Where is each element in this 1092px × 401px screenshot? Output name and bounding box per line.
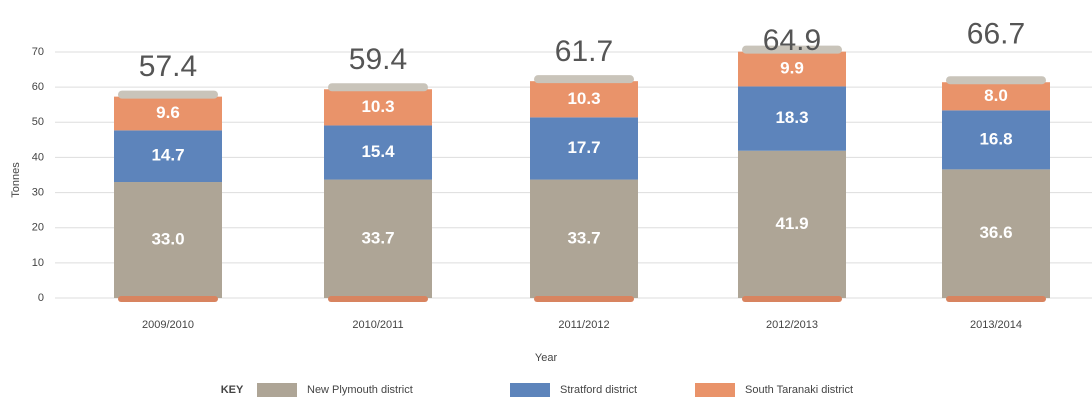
segment-label: 15.4 — [361, 142, 395, 161]
can-bottom — [328, 296, 428, 302]
segment-label: 18.3 — [775, 108, 808, 127]
x-tick-label: 2009/2010 — [142, 319, 194, 331]
x-axis-label: Year — [535, 352, 558, 364]
bar-segment — [324, 179, 432, 298]
can-top — [742, 45, 842, 54]
can-bottom — [946, 296, 1046, 302]
can-bottom — [534, 296, 634, 302]
bar-segment — [738, 150, 846, 298]
bar-segment — [942, 169, 1050, 298]
legend-label: Stratford district — [560, 384, 637, 396]
can-top — [328, 83, 428, 92]
bar-segment — [530, 117, 638, 180]
y-axis-label: Tonnes — [10, 162, 22, 198]
total-label: 59.4 — [349, 43, 407, 76]
legend-label: South Taranaki district — [745, 384, 853, 396]
bar-segment — [114, 96, 222, 131]
bar-segment — [114, 182, 222, 298]
segment-label: 9.6 — [156, 103, 180, 122]
bar-segment — [942, 82, 1050, 111]
legend-title: KEY — [221, 384, 244, 396]
can-top — [118, 90, 218, 99]
bar-segment — [324, 89, 432, 126]
total-label: 57.4 — [139, 50, 197, 83]
legend-swatch — [695, 383, 735, 397]
bar-segment — [738, 86, 846, 151]
legend-label: New Plymouth district — [307, 384, 413, 396]
segment-label: 33.0 — [151, 229, 184, 248]
can-top — [534, 75, 634, 84]
segment-label: 14.7 — [151, 146, 184, 165]
y-tick-label: 50 — [32, 116, 44, 128]
y-tick-label: 20 — [32, 222, 44, 234]
segment-label: 16.8 — [979, 129, 1012, 148]
x-tick-label: 2010/2011 — [352, 319, 403, 331]
segment-label: 10.3 — [361, 97, 394, 116]
segment-label: 33.7 — [361, 228, 394, 247]
y-tick-label: 30 — [32, 186, 44, 198]
segment-label: 8.0 — [984, 86, 1008, 105]
bar-segment — [530, 179, 638, 298]
bar-segment — [738, 51, 846, 87]
y-tick-label: 40 — [32, 151, 44, 163]
x-tick-label: 2013/2014 — [970, 319, 1022, 331]
segment-label: 41.9 — [775, 214, 808, 233]
x-tick-label: 2012/2013 — [766, 319, 818, 331]
can-top — [946, 76, 1046, 85]
y-tick-label: 60 — [32, 81, 44, 93]
bar-segment — [942, 110, 1050, 170]
y-tick-label: 0 — [38, 292, 44, 304]
y-tick-label: 70 — [32, 46, 44, 58]
bar-segment — [530, 81, 638, 118]
legend-swatch — [510, 383, 550, 397]
segment-label: 36.6 — [979, 223, 1012, 242]
bar-segment — [114, 130, 222, 183]
bar-segment — [324, 125, 432, 180]
segment-label: 9.9 — [780, 59, 804, 78]
can-bottom — [742, 296, 842, 302]
total-label: 66.7 — [967, 18, 1025, 51]
segment-label: 33.7 — [567, 228, 600, 247]
can-bottom — [118, 296, 218, 302]
total-label: 64.9 — [763, 24, 821, 57]
segment-label: 17.7 — [567, 138, 600, 157]
total-label: 61.7 — [555, 35, 613, 68]
segment-label: 10.3 — [567, 89, 600, 108]
y-tick-label: 10 — [32, 257, 44, 269]
x-tick-label: 2011/2012 — [558, 319, 609, 331]
legend-swatch — [257, 383, 297, 397]
